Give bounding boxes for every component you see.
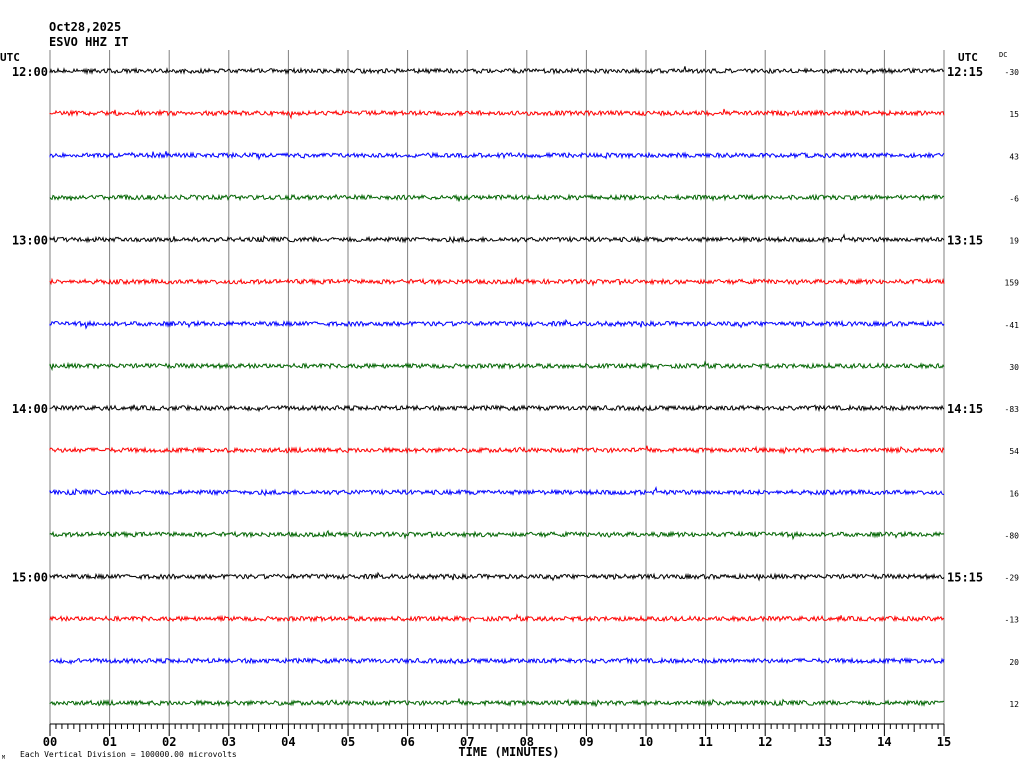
trace-row-14 [49,613,945,624]
trace-row-11 [49,486,945,497]
right-hour-label: 13:15 [947,234,983,248]
trace-row-7 [49,318,945,330]
dc-offset-label: -41 [1005,321,1020,330]
dc-offset-label: 54 [1009,447,1019,456]
trace-row-4 [49,193,945,202]
x-tick-label: 15 [937,735,951,749]
trace-row-10 [49,445,945,455]
left-hour-label: 14:00 [12,402,48,416]
minute-grid [49,50,945,724]
dc-offset-label: -80 [1005,531,1020,540]
dc-offset-label: -30 [1005,68,1020,77]
trace-row-5 [49,233,945,244]
trace-row-2 [49,108,945,120]
x-axis-title: TIME (MINUTES) [458,745,559,759]
x-tick-label: 05 [341,735,355,749]
right-hour-label: 12:15 [947,65,983,79]
x-tick-label: 01 [102,735,116,749]
date-label: Oct28,2025 [49,20,121,34]
left-hour-label: 13:00 [12,234,48,248]
trace-row-3 [49,151,945,161]
dc-offset-label: 43 [1009,152,1019,161]
x-tick-label: 02 [162,735,176,749]
left-hour-labels: 12:00 13:00 14:00 15:00 [12,65,48,585]
x-tick-label: 10 [639,735,653,749]
left-hour-label: 12:00 [12,65,48,79]
x-tick-label: 14 [877,735,891,749]
dc-offset-label: -29 [1005,574,1020,583]
trace-row-8 [49,360,945,372]
footer-mark: M [2,755,5,761]
trace-row-13 [49,571,945,582]
right-hour-label: 15:15 [947,571,983,585]
x-tick-label: 11 [698,735,712,749]
right-hour-label: 14:15 [947,402,983,416]
trace-row-1 [49,66,945,76]
dc-offset-label: 16 [1009,489,1019,498]
trace-row-12 [49,529,945,541]
trace-row-16 [49,698,945,708]
dc-offset-label: 159 [1005,279,1020,288]
trace-row-9 [49,404,945,413]
trace-rows [49,66,945,708]
x-tick-label: 12 [758,735,772,749]
dc-offset-label: -83 [1005,405,1020,414]
dc-offset-label: -13 [1005,616,1020,625]
x-tick-label: 07 [460,735,474,749]
x-tick-label: 03 [222,735,236,749]
x-tick-label: 04 [281,735,295,749]
scale-note: Each Vertical Division = 100000.00 micro… [20,750,237,759]
dc-offset-label: -6 [1009,194,1019,203]
left-hour-label: 15:00 [12,571,48,585]
trace-row-15 [49,656,945,666]
utc-left-label: UTC [0,51,20,64]
dc-offset-label: 15 [1009,110,1019,119]
dc-offset-label: 12 [1009,700,1019,709]
x-tick-label: 09 [579,735,593,749]
x-axis: 00 01 02 03 04 05 06 07 08 09 10 11 12 13 14 15 [43,723,951,749]
dc-offset-label: 30 [1009,363,1019,372]
trace-row-6 [49,277,945,287]
x-tick-label: 00 [43,735,57,749]
utc-right-label: UTC [958,51,978,64]
station-label: ESVO HHZ IT [49,35,128,49]
dc-offset-labels: -30 15 43 -6 19 159 -41 30 -83 54 16 -80 -29 -13 20 12 [1005,68,1020,709]
dc-header-label: DC [999,51,1007,59]
x-tick-label: 06 [400,735,414,749]
x-tick-label: 08 [520,735,534,749]
x-tick-label: 13 [818,735,832,749]
dc-offset-label: 20 [1009,658,1019,667]
right-hour-labels: 12:15 13:15 14:15 15:15 [947,65,983,585]
dc-offset-label: 19 [1009,237,1019,246]
